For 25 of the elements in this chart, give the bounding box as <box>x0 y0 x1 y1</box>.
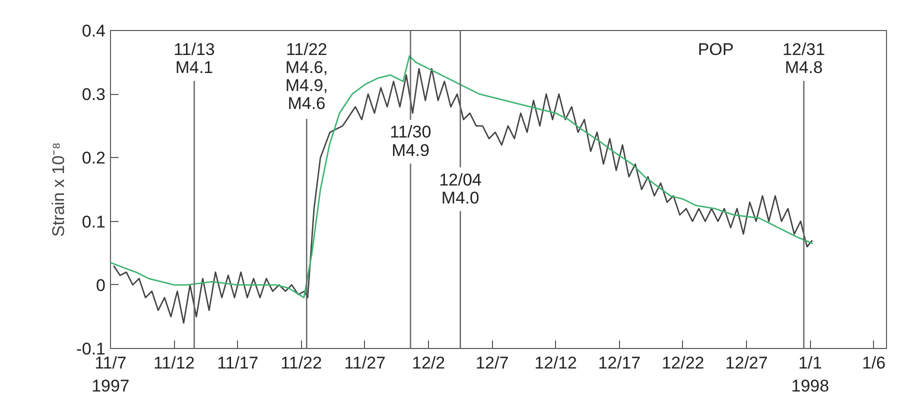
x-tick-label: 12/27 <box>725 354 768 372</box>
y-tick-label: 0.3 <box>82 85 106 104</box>
ref-line-label: 12/04 M4.0 <box>439 170 482 208</box>
ref-line-label: 11/13 M4.1 <box>174 40 215 78</box>
x-tick-label: 12/17 <box>598 354 641 372</box>
y-tick-label: 0 <box>96 276 106 295</box>
x-tick-label: 11/22 <box>280 354 322 372</box>
x-tick-label: 11/17 <box>217 354 258 372</box>
x-tick-label: 11/7 1997 <box>92 354 130 396</box>
annotation: POP <box>698 40 734 60</box>
x-tick-label: 1/6 <box>862 354 886 372</box>
x-tick-label: 1/1 1998 <box>791 354 830 396</box>
x-tick-label: 12/22 <box>662 354 704 372</box>
y-axis-title: Strain x 10⁻⁸ <box>49 142 68 237</box>
y-tick-label: 0.1 <box>82 212 106 232</box>
x-tick-label: 12/7 <box>476 354 509 372</box>
x-tick-label: 11/12 <box>153 354 195 372</box>
ref-line-label: 11/30 M4.9 <box>390 122 432 160</box>
ref-line-label: 12/31 M4.8 <box>782 40 826 78</box>
ref-line-label: 11/22 M4.6, M4.9, M4.6 <box>285 40 328 114</box>
y-tick-label: 0.2 <box>82 148 106 168</box>
x-tick-label: 12/2 <box>412 354 446 372</box>
y-tick-label: 0.4 <box>82 22 106 40</box>
x-tick-label: 12/12 <box>534 354 578 372</box>
x-tick-label: 11/27 <box>344 354 386 372</box>
